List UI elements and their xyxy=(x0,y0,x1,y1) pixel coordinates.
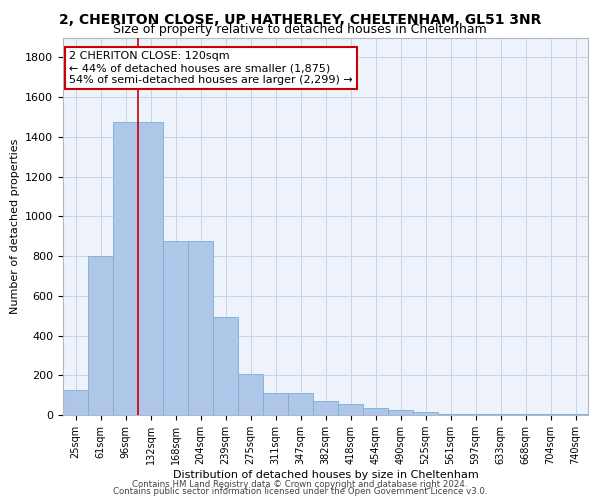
Bar xyxy=(538,414,563,415)
Bar xyxy=(513,414,538,415)
Bar xyxy=(488,414,513,415)
Text: Contains public sector information licensed under the Open Government Licence v3: Contains public sector information licen… xyxy=(113,487,487,496)
Bar xyxy=(213,316,238,415)
Bar xyxy=(388,410,413,415)
Bar xyxy=(138,122,163,415)
Bar xyxy=(313,401,338,415)
Bar xyxy=(88,256,113,415)
Bar xyxy=(163,241,188,415)
Bar xyxy=(463,414,488,415)
X-axis label: Distribution of detached houses by size in Cheltenham: Distribution of detached houses by size … xyxy=(173,470,478,480)
Bar xyxy=(63,390,88,415)
Bar xyxy=(438,414,463,415)
Bar xyxy=(238,374,263,415)
Text: 2 CHERITON CLOSE: 120sqm
← 44% of detached houses are smaller (1,875)
54% of sem: 2 CHERITON CLOSE: 120sqm ← 44% of detach… xyxy=(69,52,353,84)
Text: Size of property relative to detached houses in Cheltenham: Size of property relative to detached ho… xyxy=(113,22,487,36)
Bar xyxy=(413,412,438,415)
Bar xyxy=(188,241,213,415)
Bar xyxy=(113,122,138,415)
Text: 2, CHERITON CLOSE, UP HATHERLEY, CHELTENHAM, GL51 3NR: 2, CHERITON CLOSE, UP HATHERLEY, CHELTEN… xyxy=(59,12,541,26)
Bar xyxy=(288,393,313,415)
Bar xyxy=(363,408,388,415)
Bar xyxy=(563,414,588,415)
Bar xyxy=(338,404,363,415)
Text: Contains HM Land Registry data © Crown copyright and database right 2024.: Contains HM Land Registry data © Crown c… xyxy=(132,480,468,489)
Y-axis label: Number of detached properties: Number of detached properties xyxy=(10,138,20,314)
Bar xyxy=(263,393,288,415)
